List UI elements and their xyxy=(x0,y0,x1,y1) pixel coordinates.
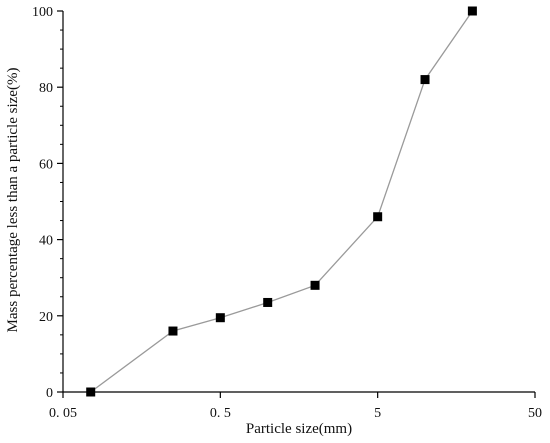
y-tick-label: 40 xyxy=(39,234,53,249)
y-tick-label: 100 xyxy=(32,5,53,20)
series-layer xyxy=(86,6,477,397)
x-axis-title: Particle size(mm) xyxy=(246,421,352,437)
y-tick-label: 20 xyxy=(39,310,53,325)
data-point-marker xyxy=(215,313,225,323)
data-point-marker xyxy=(263,297,273,307)
x-tick-label: 0. 5 xyxy=(210,406,231,421)
data-point-marker xyxy=(168,326,178,336)
data-point-marker xyxy=(310,280,320,290)
y-tick-label: 80 xyxy=(39,81,53,96)
data-point-marker xyxy=(373,212,383,222)
x-tick-label: 0. 05 xyxy=(49,406,77,421)
series-line xyxy=(90,10,473,393)
axes xyxy=(62,11,535,393)
data-point-marker xyxy=(467,6,477,16)
y-major-ticks: 0 20 40 60 80 100 xyxy=(32,5,63,401)
y-tick-label: 0 xyxy=(46,386,53,401)
y-tick-label: 60 xyxy=(39,157,53,172)
x-tick-label: 50 xyxy=(528,406,542,421)
y-minor-ticks xyxy=(60,29,63,374)
x-tick-label: 5 xyxy=(374,406,381,421)
data-point-marker xyxy=(86,387,96,397)
data-point-marker xyxy=(420,75,430,85)
y-axis-title: Mass percentage less than a particle siz… xyxy=(5,68,21,333)
x-major-ticks: 0. 05 0. 5 5 50 xyxy=(49,392,542,421)
